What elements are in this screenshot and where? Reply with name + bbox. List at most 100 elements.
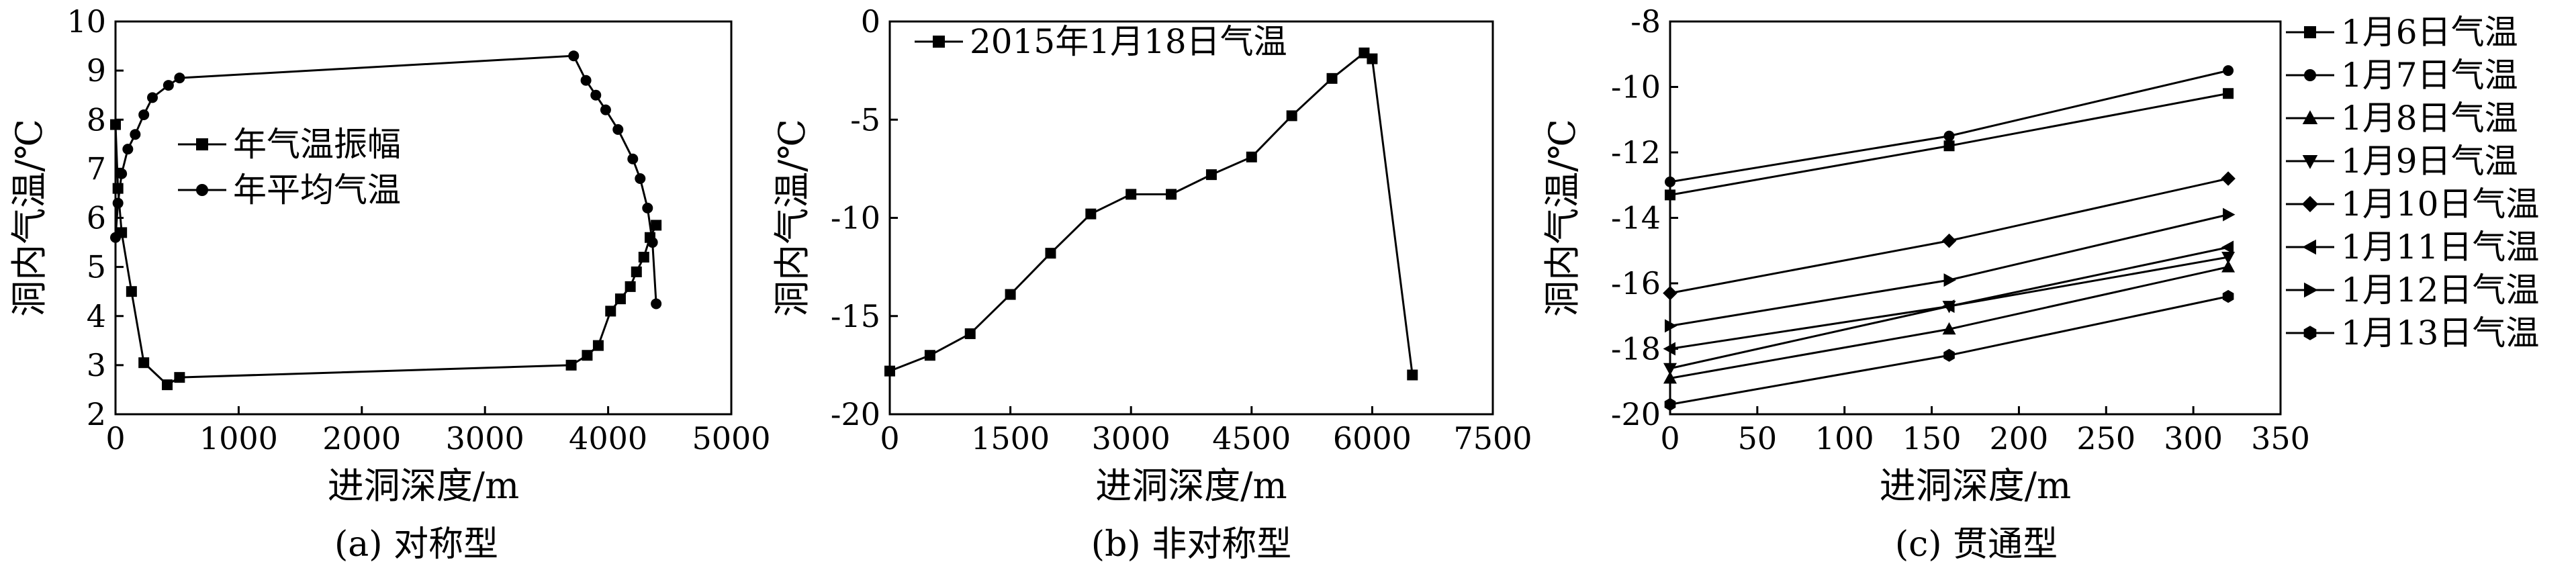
legend-marker [2304, 26, 2316, 38]
y-tick-label: 9 [87, 52, 106, 89]
legend: 1月6日气温 1月7日气温 1月8日气温 1月9日气温 1月10日气温 1月11日气温 1月… [2286, 13, 2539, 352]
data-point [1941, 233, 1957, 248]
legend-marker [2304, 282, 2318, 298]
x-tick-label: 0 [105, 420, 125, 457]
data-point [1663, 371, 1677, 384]
data-point [1665, 189, 1675, 201]
data-point [642, 202, 653, 213]
series-line [889, 51, 1414, 375]
y-tick-label: -10 [831, 200, 880, 236]
legend-marker [2302, 110, 2318, 124]
data-point [1326, 73, 1338, 84]
x-tick-label: 1000 [199, 420, 278, 457]
y-tick-label: 2 [87, 396, 106, 432]
data-point [2223, 88, 2234, 99]
data-point [1125, 189, 1137, 200]
data-point [2223, 207, 2236, 222]
data-point [2221, 171, 2236, 186]
legend-marker [2302, 155, 2318, 169]
y-tick-label: -18 [1611, 331, 1661, 367]
x-tick-label: 350 [2251, 420, 2310, 457]
y-tick-label: 7 [87, 150, 106, 187]
legend-marker [196, 184, 208, 196]
data-point [1942, 299, 1955, 314]
series-6 [1663, 240, 2234, 356]
plot-frame [114, 20, 733, 416]
data-point [1085, 208, 1097, 220]
data-point [163, 80, 174, 91]
series-1 [1665, 88, 2234, 201]
y-axis-label: 洞内气温/℃ [771, 119, 813, 317]
y-tick-label: -15 [831, 298, 880, 334]
data-point [2221, 260, 2236, 273]
data-point [116, 168, 128, 179]
legend-label: 1月13日气温 [2341, 314, 2539, 352]
data-point [112, 197, 124, 209]
data-point [614, 293, 626, 305]
data-point [625, 281, 636, 292]
series-1 [110, 119, 662, 391]
data-point [1286, 110, 1297, 122]
series-1 [884, 47, 1418, 381]
y-tick-label: 8 [87, 101, 106, 138]
legend-label: 1月9日气温 [2341, 142, 2518, 181]
data-point [1665, 319, 1677, 333]
y-tick-label: 3 [87, 347, 106, 383]
data-point [162, 379, 173, 391]
data-point [580, 75, 592, 86]
data-point [112, 183, 124, 194]
x-axis-label: 进洞深度/m [328, 465, 519, 507]
panel-caption: (b) 非对称型 [1091, 524, 1291, 565]
x-tick-label: 2000 [322, 420, 401, 457]
data-point [635, 173, 646, 184]
y-tick-label: 6 [87, 200, 106, 236]
legend-marker [2304, 69, 2316, 81]
data-point [110, 119, 121, 130]
x-tick-label: 4000 [569, 420, 647, 457]
legend-label: 1月12日气温 [2341, 271, 2539, 310]
series-2 [110, 50, 662, 310]
data-point [1943, 273, 1956, 287]
series-7 [1665, 207, 2236, 333]
legend-label: 年气温振幅 [233, 125, 401, 164]
legend-label: 2015年1月18日气温 [970, 22, 1287, 61]
data-point [1665, 176, 1675, 187]
data-point [2223, 65, 2234, 77]
data-point [122, 144, 134, 155]
x-axis-label: 进洞深度/m [1880, 465, 2071, 507]
data-point [651, 298, 662, 310]
x-tick-label: 3000 [1092, 420, 1170, 457]
x-tick-label: 0 [1660, 420, 1680, 457]
y-axis-label: 洞内气温/℃ [8, 119, 50, 317]
y-tick-label: -12 [1611, 134, 1661, 171]
chart-panel-1: 0 1000 2000 3000 4000 5000 2 3 4 5 6 7 8 9 10 进洞深度/m 洞内气… [8, 3, 771, 565]
series-2 [1665, 65, 2234, 187]
x-axis-label: 进洞深度/m [1095, 465, 1287, 507]
data-point [1246, 151, 1257, 162]
x-tick-label: 200 [1990, 420, 2049, 457]
legend-label: 1月7日气温 [2341, 56, 2518, 95]
y-tick-label: -10 [1611, 69, 1661, 105]
data-point [130, 129, 141, 140]
data-point [647, 237, 658, 248]
series-line [1669, 69, 2229, 183]
legend-marker [933, 36, 945, 48]
data-point [126, 286, 137, 297]
chart-panel-2: 0 1500 3000 4500 6000 7500 -20 -15 -10 -5 0 进洞深度/m 洞… [771, 3, 1532, 565]
y-tick-label: -14 [1611, 200, 1661, 236]
y-tick-label: 10 [66, 3, 106, 40]
x-tick-label: 100 [1815, 420, 1874, 457]
y-tick-label: -20 [1611, 396, 1661, 432]
legend-label: 1月10日气温 [2341, 185, 2539, 224]
x-tick-label: 50 [1738, 420, 1778, 457]
data-point [138, 357, 150, 369]
data-point [1664, 397, 1676, 411]
data-point [1205, 169, 1217, 181]
data-point [1943, 140, 1955, 152]
x-tick-label: 0 [880, 420, 899, 457]
data-point [1942, 322, 1956, 335]
data-point [1663, 342, 1675, 356]
data-point [568, 50, 580, 62]
